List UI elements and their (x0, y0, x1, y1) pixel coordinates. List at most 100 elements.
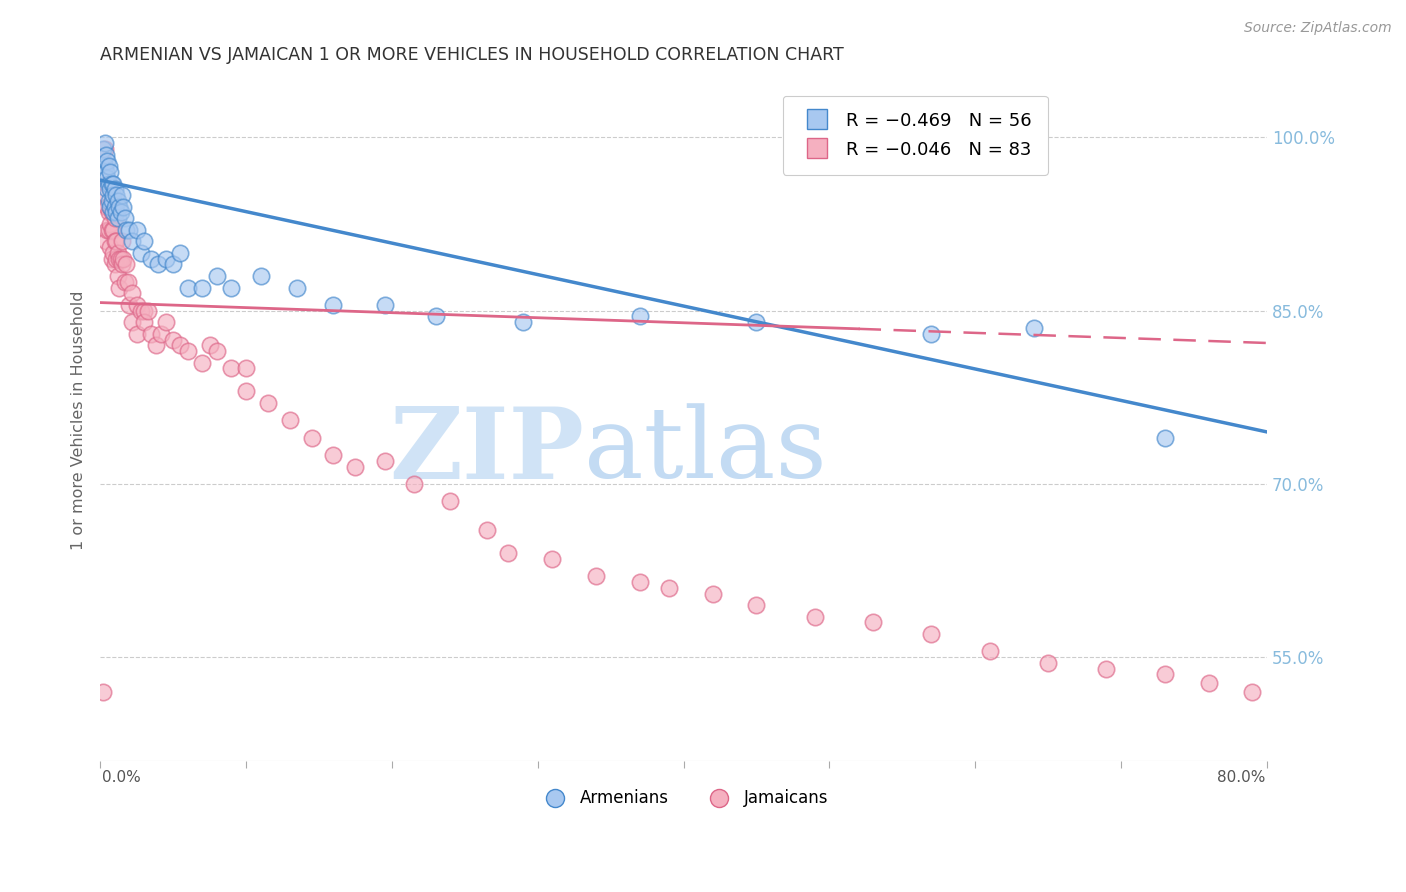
Point (114, 275, 136, 289)
Point (104, 211, 127, 226)
Point (162, 257, 184, 271)
Point (344, 459, 367, 474)
Point (745, 598, 768, 612)
Point (278, 413, 301, 427)
Point (658, 581, 681, 595)
Point (104, 182, 127, 196)
Point (93, 159, 115, 173)
Point (1241, 685, 1264, 699)
Point (101, 223, 124, 237)
Point (104, 200, 127, 214)
Point (108, 252, 131, 266)
Point (115, 223, 138, 237)
Text: ARMENIAN VS JAMAICAN 1 OR MORE VEHICLES IN HOUSEHOLD CORRELATION CHART: ARMENIAN VS JAMAICAN 1 OR MORE VEHICLES … (100, 46, 844, 64)
Text: atlas: atlas (585, 403, 827, 499)
Point (96, 182, 118, 196)
Point (96, 223, 118, 237)
Point (94, 147, 117, 161)
Point (112, 200, 135, 214)
Point (104, 235, 127, 249)
Point (585, 569, 607, 583)
Point (103, 205, 125, 219)
Point (97, 223, 120, 237)
Point (439, 494, 461, 508)
Point (91, 685, 114, 699)
Point (475, 523, 498, 537)
Point (541, 552, 564, 566)
Point (110, 252, 132, 266)
Point (979, 644, 1001, 658)
Point (136, 303, 159, 318)
Point (101, 205, 124, 219)
Point (107, 268, 129, 283)
Point (235, 384, 257, 399)
Point (98, 182, 121, 196)
Point (132, 235, 155, 249)
Point (118, 298, 141, 312)
Point (125, 223, 148, 237)
Point (96, 153, 118, 168)
Point (512, 315, 534, 329)
Point (111, 188, 134, 202)
Point (105, 252, 128, 266)
Text: 0.0%: 0.0% (101, 771, 141, 785)
Text: ZIP: ZIP (389, 402, 585, 500)
Point (176, 344, 198, 359)
Point (98, 165, 121, 179)
Point (93, 136, 115, 151)
Point (115, 257, 138, 271)
Point (101, 177, 124, 191)
Point (141, 326, 163, 341)
Point (96, 170, 118, 185)
Point (97, 159, 120, 173)
Point (425, 310, 447, 324)
Point (205, 344, 228, 359)
Y-axis label: 1 or more Vehicles in Household: 1 or more Vehicles in Household (72, 291, 86, 550)
Point (98, 217, 121, 231)
Point (1022, 321, 1045, 335)
Point (145, 338, 167, 352)
Point (402, 476, 425, 491)
Point (103, 246, 125, 260)
Point (235, 361, 257, 376)
Point (191, 280, 214, 294)
Point (1198, 675, 1220, 690)
Point (191, 356, 214, 370)
Point (129, 246, 152, 260)
Point (103, 223, 125, 237)
Point (103, 177, 125, 191)
Point (132, 315, 155, 329)
Point (104, 257, 127, 271)
Point (125, 298, 148, 312)
Point (97, 194, 120, 208)
Point (132, 303, 155, 318)
Point (101, 194, 124, 208)
Point (97, 205, 120, 219)
Point (121, 315, 143, 329)
Point (1153, 667, 1175, 681)
Point (745, 315, 768, 329)
Point (125, 326, 148, 341)
Point (107, 246, 129, 260)
Legend: Armenians, Jamaicans: Armenians, Jamaicans (531, 783, 835, 814)
Point (702, 586, 724, 600)
Point (107, 211, 129, 226)
Point (862, 615, 884, 630)
Point (108, 280, 131, 294)
Point (1299, 696, 1322, 710)
Point (1036, 656, 1059, 670)
Point (121, 286, 143, 301)
Point (198, 338, 221, 352)
Point (111, 235, 134, 249)
Point (105, 188, 128, 202)
Point (1270, 690, 1292, 705)
Point (94, 165, 117, 179)
Point (205, 268, 228, 283)
Point (155, 252, 177, 266)
Point (93, 142, 115, 156)
Point (803, 609, 825, 624)
Point (107, 194, 129, 208)
Point (169, 246, 191, 260)
Point (1095, 662, 1118, 676)
Point (129, 303, 152, 318)
